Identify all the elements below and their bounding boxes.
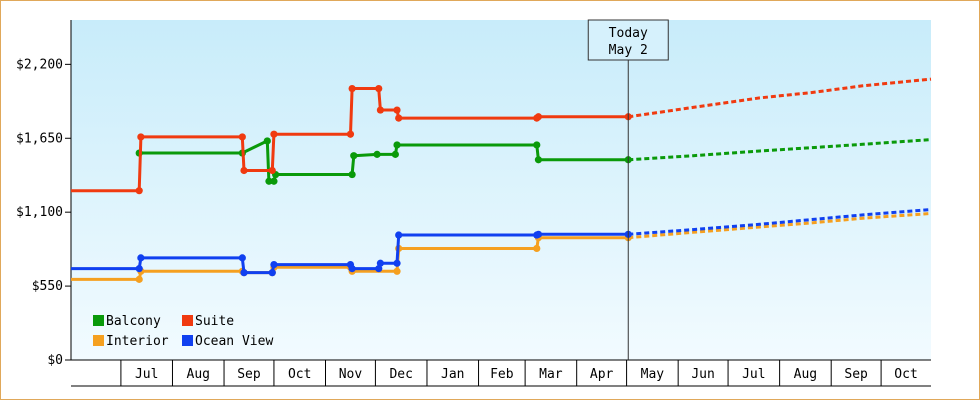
data-point-suite	[395, 114, 403, 122]
legend-swatch-interior	[93, 335, 104, 346]
y-tick-label: $550	[32, 279, 63, 294]
data-point-balcony	[373, 150, 381, 158]
data-point-interior	[533, 244, 541, 253]
legend-label-suite: Suite	[195, 314, 234, 329]
x-month-label: Oct	[894, 367, 917, 382]
x-month-label: Nov	[339, 367, 363, 382]
legend-label-interior: Interior	[106, 334, 169, 349]
data-point-suite	[534, 113, 543, 121]
data-point-interior	[393, 267, 401, 275]
x-month-label: Jun	[691, 367, 714, 382]
data-point-balcony	[391, 150, 399, 158]
today-date: May 2	[609, 43, 648, 58]
data-point-ocean-view	[270, 260, 278, 269]
data-point-interior	[135, 275, 143, 283]
x-month-label: Sep	[237, 367, 261, 382]
x-month-label: Aug	[794, 367, 817, 382]
y-axis: $0 $550 $1,100 $1,650 $2,200	[16, 20, 72, 368]
data-point-balcony	[265, 177, 273, 185]
x-month-label: Jul	[135, 367, 158, 382]
data-point-suite	[137, 133, 145, 141]
x-month-label: Dec	[389, 367, 412, 382]
data-point-ocean-view	[393, 259, 401, 267]
legend-swatch-balcony	[93, 315, 104, 326]
series-line-suite	[71, 87, 629, 193]
data-point-ocean-view	[395, 231, 403, 239]
data-point-suite	[346, 130, 355, 138]
data-point-ocean-view	[135, 265, 143, 273]
y-tick-label: $1,650	[16, 131, 63, 146]
data-point-balcony	[534, 156, 543, 164]
series-line-interior	[71, 236, 629, 281]
data-point-suite	[268, 166, 276, 175]
today-callout	[587, 19, 669, 61]
data-point-balcony	[350, 152, 358, 160]
data-point-suite	[238, 133, 246, 141]
today-label: Today	[609, 26, 648, 41]
data-point-ocean-view	[348, 265, 356, 273]
data-point-suite	[376, 106, 385, 114]
data-point-balcony	[533, 141, 541, 149]
data-point-balcony	[393, 141, 401, 149]
series-layer	[71, 77, 932, 283]
legend-label-balcony: Balcony	[106, 314, 161, 329]
data-point-ocean-view	[137, 254, 145, 262]
series-line-balcony	[139, 139, 629, 183]
data-point-suite	[393, 106, 401, 114]
y-tick-label: $1,100	[16, 205, 63, 220]
today-marker: Today May 2	[587, 19, 669, 360]
x-month-label: Feb	[490, 367, 514, 382]
x-month-label: Apr	[590, 367, 614, 382]
data-point-ocean-view	[534, 230, 543, 238]
data-point-ocean-view	[376, 259, 385, 267]
y-tick-label: $0	[47, 353, 63, 368]
y-tick-label: $2,200	[16, 57, 63, 72]
data-point-balcony	[270, 177, 278, 185]
x-month-label: Mar	[539, 367, 563, 382]
data-point-suite	[348, 84, 356, 93]
data-point-balcony	[263, 137, 271, 145]
data-point-ocean-view	[238, 254, 246, 262]
x-month-label: Aug	[187, 367, 210, 382]
data-point-suite	[375, 84, 383, 93]
x-month-label: Oct	[288, 367, 311, 382]
x-month-label: Jul	[742, 367, 765, 382]
legend-label-ocean-view: Ocean View	[195, 334, 273, 349]
data-point-suite	[135, 187, 143, 195]
x-month-label: May	[641, 367, 665, 382]
data-point-ocean-view	[240, 269, 248, 277]
x-month-label: Sep	[844, 367, 868, 382]
data-point-balcony	[348, 170, 356, 179]
legend-swatch-ocean-view	[182, 335, 193, 346]
plot-background	[71, 20, 931, 360]
x-month-label: Jan	[441, 367, 464, 382]
legend-swatch-suite	[182, 315, 193, 326]
data-point-suite	[270, 130, 278, 138]
x-axis: Jul Aug Sep Oct Nov Dec Jan Feb Mar Apr May Jun Jul A…	[71, 359, 931, 387]
legend: Balcony Suite Interior Ocean View	[93, 314, 273, 349]
data-point-ocean-view	[268, 269, 276, 277]
data-point-suite	[240, 166, 248, 175]
